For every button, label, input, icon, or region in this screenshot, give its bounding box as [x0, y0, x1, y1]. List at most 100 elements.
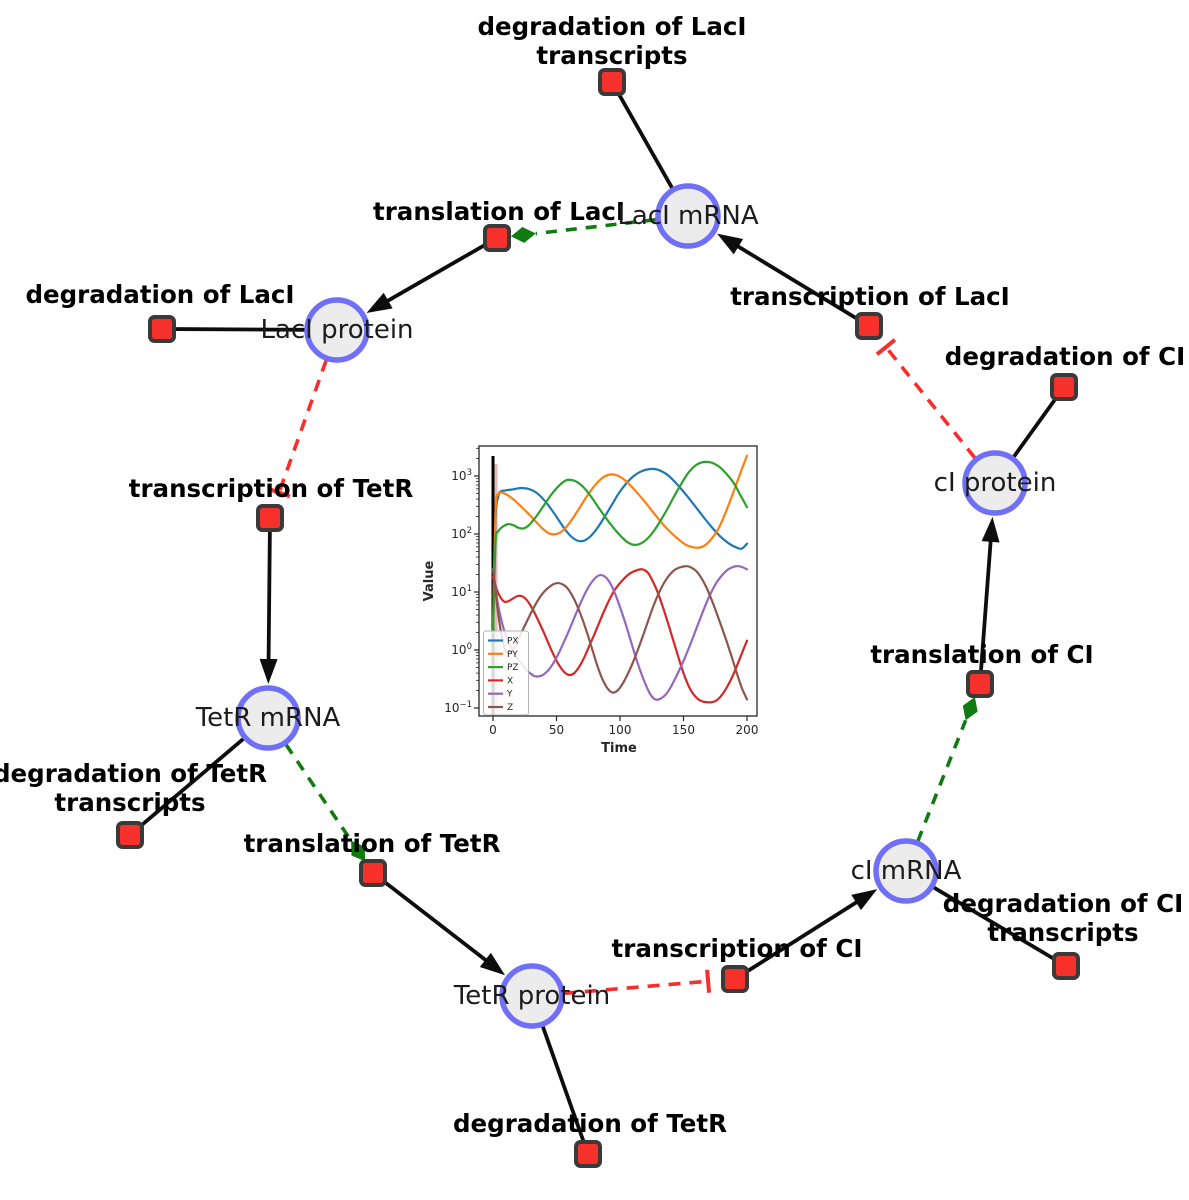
y-tick-label: 100 [451, 642, 472, 657]
label-transcription-of-tetr: transcription of TetR [129, 474, 414, 503]
y-axis-title: Value [422, 560, 437, 601]
inhibition-edge-line [563, 979, 709, 996]
edge-laci-protein-to-degradation-of-laci[interactable] [174, 327, 306, 332]
production-edge-line [744, 897, 864, 975]
label-laci-mrna: LacI mRNA [617, 201, 758, 231]
edge-ci-protein-to-transcription-of-laci[interactable] [875, 338, 977, 460]
reaction-node-translation-of-ci[interactable] [966, 670, 994, 698]
reaction-node-translation-of-laci[interactable] [483, 224, 511, 252]
label-tetr-mrna: TetR mRNA [195, 703, 341, 733]
edge-laci-protein-to-transcription-of-tetr[interactable] [267, 359, 328, 499]
edge-laci-mrna-to-translation-of-laci[interactable] [510, 217, 657, 243]
label-ci-protein: cI protein [934, 468, 1057, 498]
x-tick-label: 150 [672, 723, 695, 737]
reaction-node-transcription-of-tetr[interactable] [256, 504, 284, 532]
x-tick-label: 100 [609, 723, 632, 737]
production-edge-line [731, 241, 860, 322]
reaction-node-degradation-of-ci-transcripts[interactable] [1052, 952, 1080, 980]
consumption-edge-line [138, 737, 245, 829]
node-layer [116, 68, 1080, 1168]
y-tick-label: 103 [451, 468, 472, 483]
x-tick-label: 200 [736, 723, 759, 737]
species-node-ci-mrna[interactable] [873, 838, 939, 904]
reaction-node-translation-of-tetr[interactable] [359, 859, 387, 887]
legend-entry-label: X [507, 676, 513, 686]
edge-laci-mrna-to-degradation-of-laci-transcripts[interactable] [616, 92, 674, 190]
edge-ci-protein-to-degradation-of-ci[interactable] [1012, 396, 1058, 459]
series-X [491, 568, 749, 704]
edge-tetr-mrna-to-translation-of-tetr[interactable] [284, 743, 366, 862]
tee-bar-icon [705, 969, 712, 993]
label-degradation-of-tetr: degradation of TetR [453, 1109, 727, 1138]
edge-transcription-of-tetr-to-tetr-mrna[interactable] [259, 529, 278, 685]
inhibition-edge-line [277, 359, 328, 494]
series-PY [491, 454, 749, 634]
label-degradation-of-ci: degradation of CI [945, 342, 1185, 371]
label-layer: degradation of LacI transcripts translatio… [0, 12, 1185, 1138]
edge-ci-mrna-to-degradation-of-ci-transcripts[interactable] [932, 885, 1056, 961]
edge-layer [138, 92, 1058, 1143]
label-degradation-of-laci-transcripts: degradation of LacI transcripts [477, 12, 746, 70]
production-edge-line [978, 534, 994, 673]
species-node-tetr-mrna[interactable] [235, 685, 301, 751]
legend-box [483, 630, 529, 716]
label-degradation-of-tetr-transcripts: degradation of TetR transcripts [0, 759, 267, 817]
label-translation-of-laci: translation of LacI [373, 197, 625, 226]
edge-transcription-of-laci-to-laci-mrna[interactable] [717, 233, 860, 322]
arrowhead-icon [981, 516, 1000, 543]
edge-translation-of-ci-to-ci-protein[interactable] [978, 516, 1000, 673]
edge-ci-mrna-to-translation-of-ci[interactable] [916, 697, 978, 842]
reaction-node-transcription-of-laci[interactable] [855, 312, 883, 340]
y-tick-label: 10−1 [444, 700, 472, 715]
edge-transcription-of-ci-to-ci-mrna[interactable] [744, 889, 878, 975]
edge-translation-of-tetr-to-tetr-protein[interactable] [381, 878, 506, 976]
reaction-node-degradation-of-tetr[interactable] [574, 1140, 602, 1168]
x-axis-title: Time [601, 741, 637, 756]
edge-tetr-protein-to-degradation-of-tetr[interactable] [540, 1025, 586, 1143]
species-node-tetr-protein[interactable] [499, 963, 565, 1029]
y-tick-label: 102 [451, 526, 472, 541]
label-laci-protein: LacI protein [260, 315, 413, 345]
tee-bar-icon [875, 338, 897, 356]
legend-entry-label: Z [507, 703, 513, 713]
arrowhead-icon [259, 658, 278, 685]
reaction-node-degradation-of-laci-transcripts[interactable] [598, 68, 626, 96]
chart-curves [491, 454, 749, 704]
diamond-arrowhead-icon [351, 840, 366, 862]
series-PX [491, 467, 749, 634]
consumption-edge-line [616, 92, 674, 190]
reaction-node-degradation-of-tetr-transcripts[interactable] [116, 821, 144, 849]
label-degradation-of-ci-transcripts: degradation of CI transcripts [943, 889, 1183, 947]
label-transcription-of-ci: transcription of CI [612, 934, 863, 963]
consumption-edge-line [1012, 396, 1058, 459]
label-tetr-protein: TetR protein [453, 981, 610, 1011]
legend-entry-label: PZ [507, 663, 519, 673]
consumption-edge-line [540, 1025, 586, 1143]
x-tick-label: 50 [549, 723, 564, 737]
reaction-node-transcription-of-ci[interactable] [721, 965, 749, 993]
reaction-node-degradation-of-ci[interactable] [1050, 373, 1078, 401]
production-edge-line [381, 878, 493, 966]
species-node-laci-protein[interactable] [304, 297, 370, 363]
consumption-edge-line [174, 327, 306, 332]
consumption-edge-line [932, 885, 1056, 961]
modifier-edge-line [535, 217, 657, 236]
edge-tetr-protein-to-transcription-of-ci[interactable] [563, 969, 712, 996]
label-ci-mrna: cI mRNA [851, 856, 962, 886]
legend-entry-label: PY [507, 650, 518, 660]
tee-bar-icon [267, 486, 291, 499]
edge-tetr-mrna-to-degradation-of-tetr-transcripts[interactable] [138, 737, 245, 829]
diamond-arrowhead-icon [962, 697, 978, 721]
reaction-node-degradation-of-laci[interactable] [148, 315, 176, 343]
x-tick-label: 0 [489, 723, 497, 737]
species-node-laci-mrna[interactable] [655, 183, 721, 249]
label-degradation-of-laci: degradation of LacI [25, 280, 294, 309]
edge-translation-of-laci-to-laci-protein[interactable] [366, 242, 488, 314]
species-node-ci-protein[interactable] [962, 450, 1028, 516]
label-transcription-of-laci: transcription of LacI [730, 282, 1010, 311]
inhibition-edge-line [884, 345, 977, 460]
production-edge-line [266, 529, 272, 667]
arrowhead-icon [717, 233, 744, 255]
